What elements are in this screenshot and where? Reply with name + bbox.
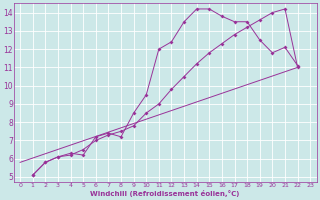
X-axis label: Windchill (Refroidissement éolien,°C): Windchill (Refroidissement éolien,°C) bbox=[91, 190, 240, 197]
